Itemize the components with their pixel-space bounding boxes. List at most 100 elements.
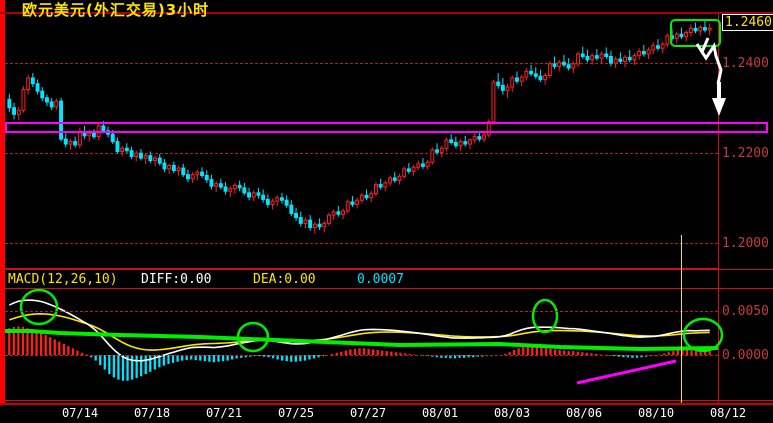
candle-body <box>308 219 313 229</box>
candle-body <box>463 141 468 145</box>
candle-body <box>270 200 275 205</box>
candle-body <box>604 53 609 57</box>
candle-body <box>651 45 656 51</box>
candle-body <box>505 86 510 91</box>
gridline-1-2400 <box>5 63 718 64</box>
candle-body <box>411 166 416 172</box>
candle-body <box>557 61 562 67</box>
date-label-6: 08/03 <box>493 406 531 420</box>
candle-body <box>44 97 49 103</box>
candle-body <box>7 98 12 109</box>
candle-body <box>120 147 125 153</box>
candle-body <box>538 75 543 81</box>
candle-body <box>679 33 684 38</box>
date-label-3: 07/25 <box>277 406 315 420</box>
crosshair-vertical-line[interactable] <box>681 235 682 403</box>
candle-body <box>115 141 120 153</box>
candle-body <box>167 165 172 170</box>
candle-body <box>684 32 689 38</box>
candle-body <box>336 211 341 215</box>
candle-body <box>228 188 233 192</box>
candle-body <box>251 192 256 198</box>
candle-body <box>35 83 40 92</box>
macd-axis-label-2: 0.0000 <box>722 348 769 363</box>
candle-body <box>435 149 440 153</box>
macd-axis-label-1: 0.0050 <box>722 304 769 319</box>
current-price-label: 1.2460 <box>722 14 773 31</box>
candle-body <box>157 157 162 164</box>
price-label-1: 1.2400 <box>722 56 769 71</box>
candle-body <box>242 187 247 194</box>
candle-body <box>185 174 190 180</box>
candle-body <box>491 81 496 123</box>
candle-body <box>552 63 557 67</box>
candle-body <box>16 109 21 115</box>
candle-body <box>496 81 501 86</box>
macd-indicator-label[interactable]: MACD(12,26,10) <box>8 272 118 287</box>
candle-body <box>190 174 195 180</box>
candle-body <box>331 211 336 216</box>
macd-panel-bottom-line <box>0 400 773 401</box>
candle-body <box>317 223 322 228</box>
candle-body <box>261 194 266 200</box>
candle-body <box>237 184 242 189</box>
candle-body <box>660 43 665 49</box>
candle-body <box>514 77 519 82</box>
candle-body <box>637 51 642 57</box>
macd-dea-value: DEA:0.00 <box>253 272 316 287</box>
candle-body <box>477 136 482 140</box>
candle-body <box>101 125 106 132</box>
candle-body <box>326 214 331 224</box>
candle-body <box>571 63 576 69</box>
date-label-7: 08/06 <box>565 406 603 420</box>
candle-body <box>439 147 444 153</box>
candle-body <box>59 100 64 140</box>
candle-body <box>406 168 411 172</box>
candle-body <box>510 77 515 88</box>
candle-body <box>566 64 571 69</box>
candle-body <box>472 136 477 141</box>
candle-body <box>453 141 458 147</box>
candle-body <box>232 184 237 190</box>
candle-body <box>40 90 45 99</box>
candle-body <box>444 139 449 149</box>
candle-body <box>26 77 31 91</box>
candle-body <box>279 197 284 201</box>
forecast-arrow-head <box>712 98 726 116</box>
date-label-8: 08/10 <box>637 406 675 420</box>
candle-body <box>608 55 613 64</box>
bottom-border <box>0 403 773 405</box>
candle-body <box>707 27 712 31</box>
candle-body <box>500 84 505 91</box>
forecast-arrow-path <box>695 37 723 85</box>
consolidation-box <box>670 19 721 47</box>
macd-gridline-0000 <box>5 355 718 356</box>
candle-body <box>345 201 350 212</box>
candle-body <box>359 194 364 201</box>
macd-header-bottom-line <box>0 288 773 289</box>
candle-body <box>655 45 660 49</box>
gridline-1-2000 <box>5 243 718 244</box>
macd-dea-line <box>9 313 710 351</box>
macd-crossover-circle-4 <box>682 317 724 353</box>
candle-body <box>467 139 472 145</box>
candle-body <box>585 55 590 61</box>
candle-body <box>30 77 35 85</box>
candle-body <box>256 192 261 196</box>
candle-body <box>397 175 402 181</box>
candle-body <box>124 147 129 152</box>
candle-body <box>350 201 355 205</box>
candle-body <box>613 58 618 64</box>
candle-body <box>378 184 383 188</box>
candle-body <box>373 184 378 195</box>
candle-body <box>49 101 54 108</box>
candle-body <box>702 27 707 31</box>
candle-body <box>580 53 585 57</box>
date-label-5: 08/01 <box>421 406 459 420</box>
candle-body <box>665 35 670 45</box>
candle-body <box>594 55 599 59</box>
candle-body <box>420 163 425 167</box>
candle-body <box>214 183 219 187</box>
candle-body <box>519 76 524 82</box>
